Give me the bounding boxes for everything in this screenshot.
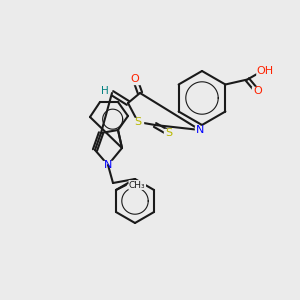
Text: N: N (196, 125, 204, 135)
Bar (100, 86, 110, 95)
Text: O: O (130, 74, 140, 84)
Bar (133, 118, 143, 127)
Text: OH: OH (257, 67, 274, 76)
Text: H: H (101, 86, 109, 96)
Bar (130, 74, 140, 83)
Text: S: S (165, 128, 172, 138)
Text: O: O (253, 86, 262, 97)
Text: N: N (104, 160, 112, 170)
Text: S: S (134, 117, 142, 127)
Bar (103, 160, 113, 169)
Text: CH₃: CH₃ (129, 181, 146, 190)
Bar (252, 87, 262, 96)
Bar (164, 128, 174, 137)
Bar (195, 125, 205, 134)
Bar (257, 67, 273, 76)
